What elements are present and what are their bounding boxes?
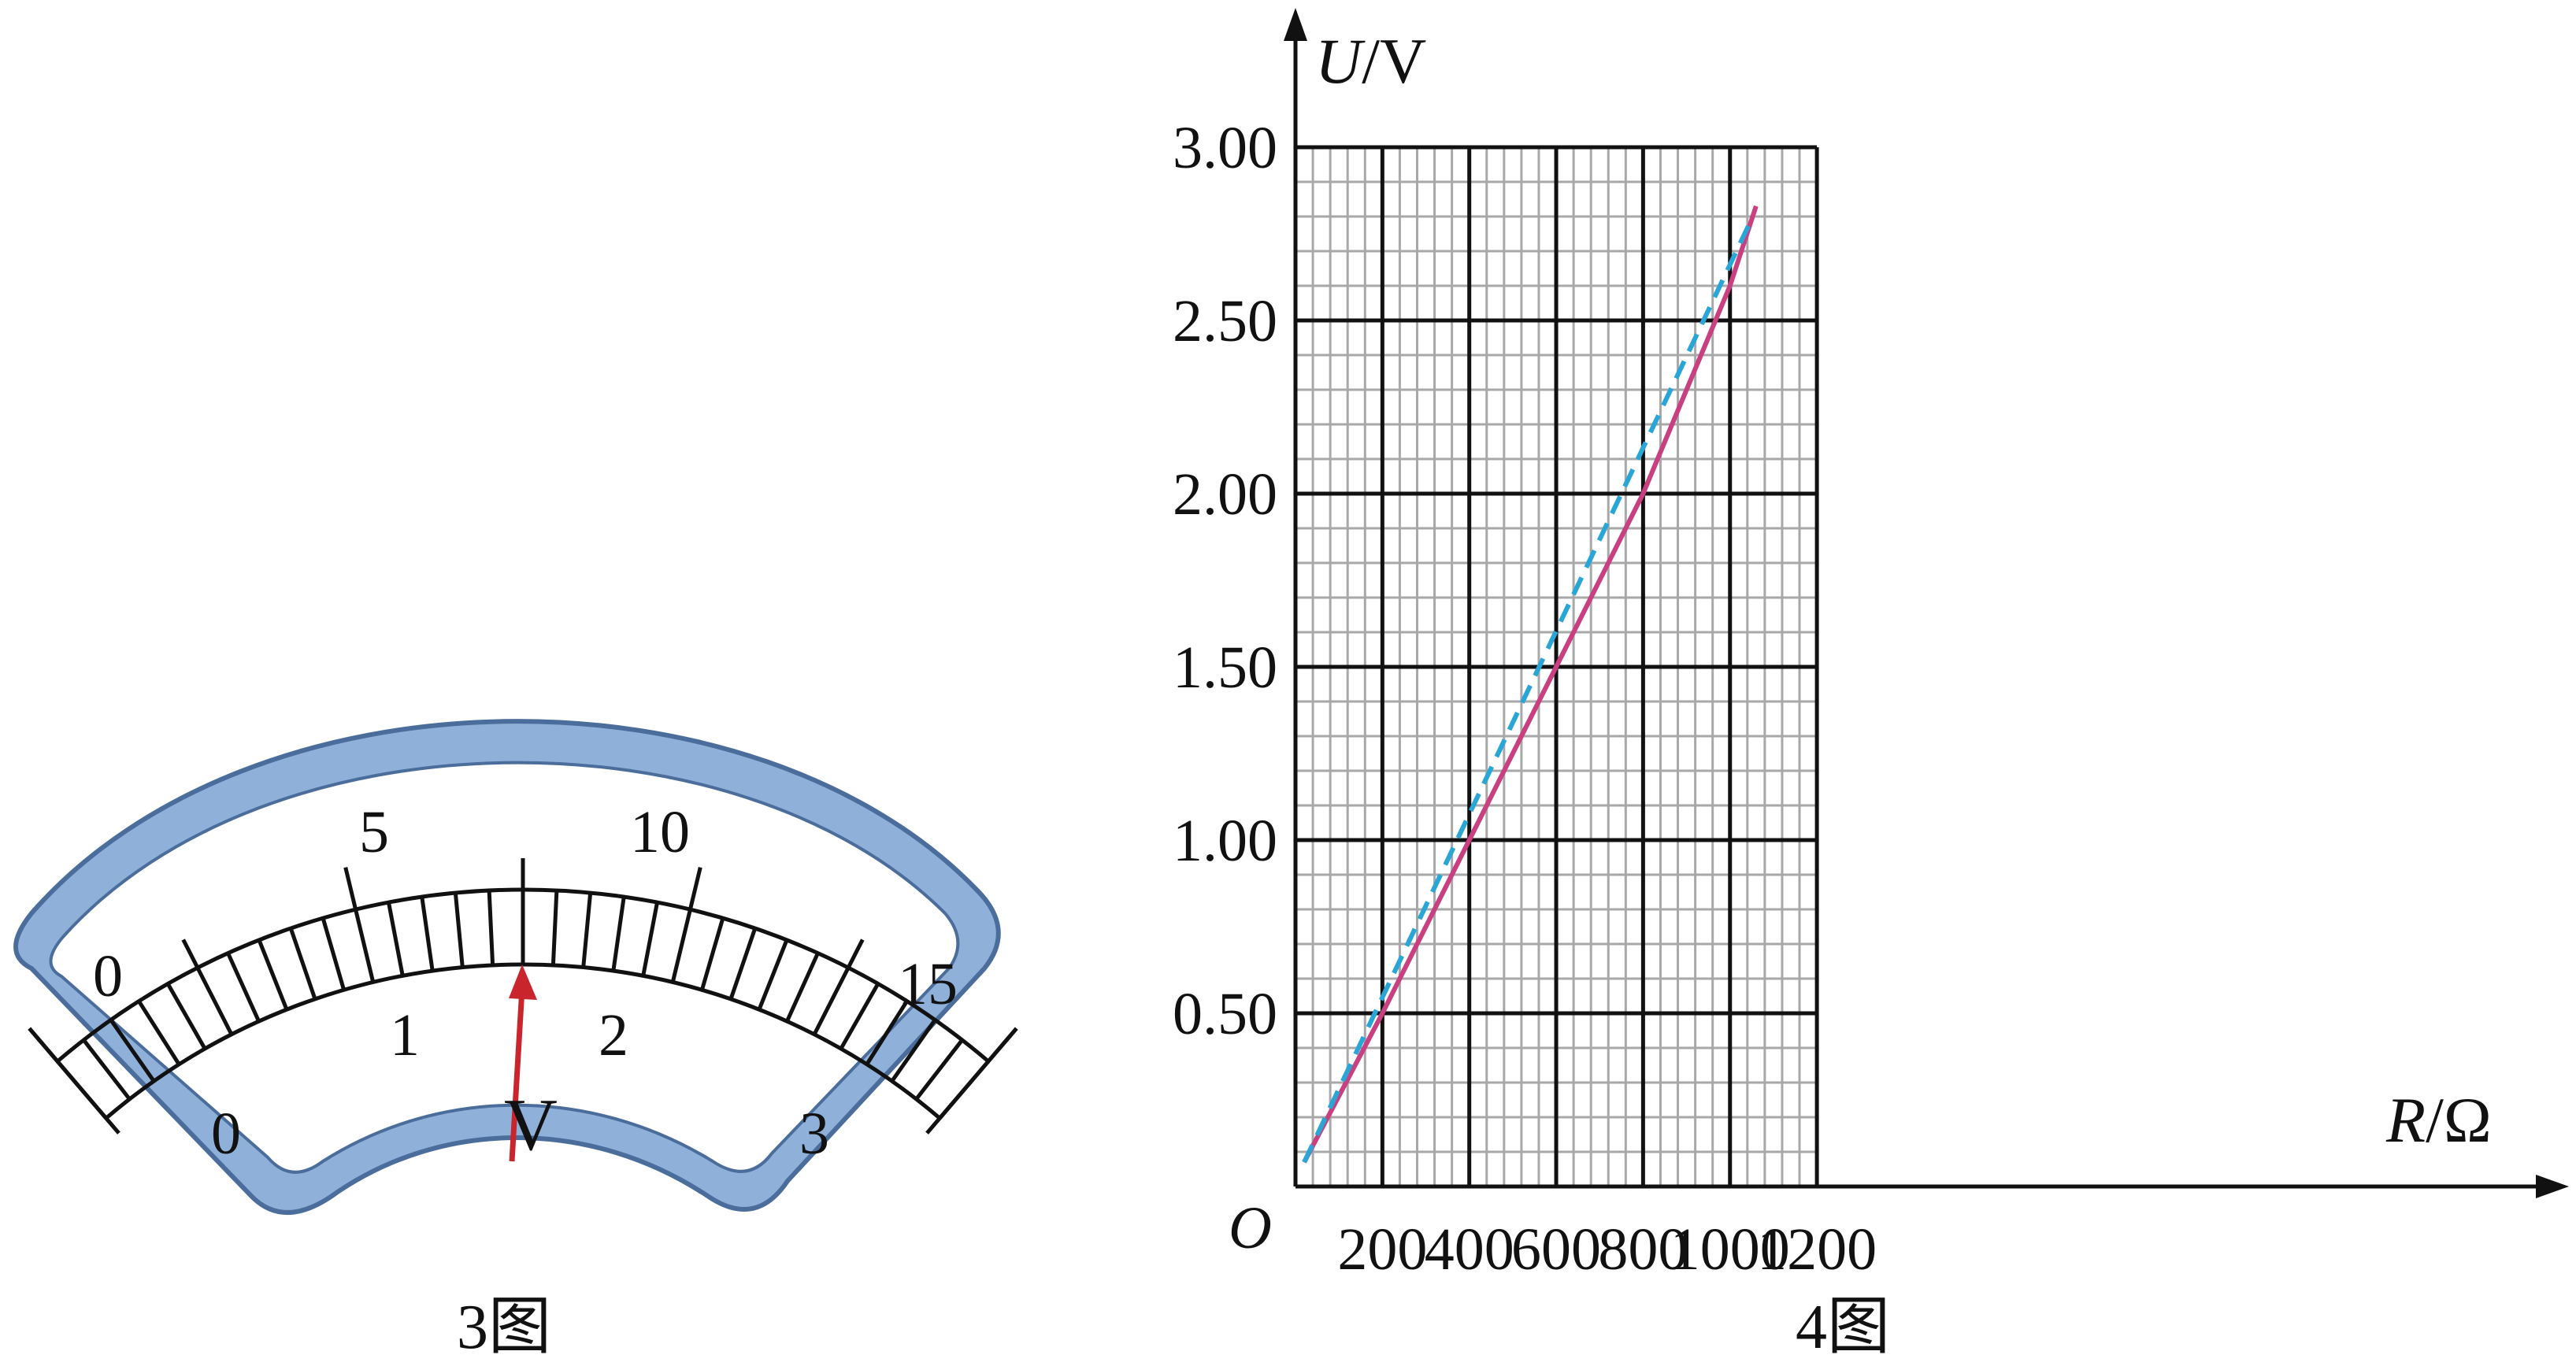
series-layer: [1302, 205, 1759, 1164]
scale-tick: [343, 867, 376, 983]
y-tick-label: 1.00: [1173, 808, 1277, 874]
scale-tick: [165, 983, 207, 1050]
upper-label-0: 0: [93, 943, 123, 1009]
scale-arc-inner: [105, 962, 941, 1120]
scale-tick: [812, 938, 865, 1035]
series-line-dashed: [1302, 222, 1752, 1164]
x-tick-label: 600: [1511, 1216, 1601, 1283]
lower-label-0: 0: [211, 1101, 241, 1167]
scale-tick: [109, 1019, 156, 1083]
upper-label-15: 15: [898, 951, 958, 1017]
scale-tick: [321, 917, 347, 991]
y-tick-label: 1.50: [1173, 635, 1277, 701]
y-axis-title-unit: /V: [1362, 25, 1426, 97]
scale-tick: [550, 890, 559, 966]
y-tick-label: 2.00: [1173, 461, 1277, 528]
x-tick-label: 800: [1598, 1216, 1688, 1283]
x-tick-label: 1200: [1757, 1216, 1877, 1283]
scale-tick: [226, 952, 261, 1023]
y-tick-label: 0.50: [1173, 981, 1277, 1047]
scale-tick: [728, 927, 758, 1000]
x-axis-arrow-icon: [2536, 1175, 2569, 1198]
scale-tick: [699, 917, 725, 991]
figure3-caption: 3图: [457, 1293, 551, 1362]
scale-tick: [839, 983, 880, 1050]
needle-arrowhead-icon: [509, 964, 537, 1000]
meter-scale: [28, 858, 1018, 1135]
scale-tick: [487, 890, 495, 966]
scale-tick: [865, 1000, 909, 1066]
scale-end-right: [925, 1027, 1018, 1135]
scale-tick: [581, 892, 593, 968]
scale-tick: [785, 952, 820, 1023]
y-axis-title: U/V: [1315, 25, 1426, 97]
upper-label-10: 10: [630, 799, 690, 865]
scale-tick: [420, 896, 435, 972]
origin-label: O: [1229, 1195, 1272, 1261]
upper-label-5: 5: [359, 799, 389, 865]
meter-needle: [509, 987, 525, 1162]
y-tick-labels: 0.50 1.00 1.50 2.00 2.50 3.00: [1173, 115, 1277, 1047]
y-axis-arrow-icon: [1284, 8, 1307, 41]
scale-tick: [137, 1000, 181, 1066]
figure4-caption: 4图: [1796, 1293, 1890, 1362]
scale-tick: [387, 901, 405, 976]
scale-tick: [914, 1038, 964, 1101]
scale-tick: [288, 927, 317, 1000]
series-line-solid: [1302, 205, 1759, 1164]
scale-tick: [181, 938, 234, 1035]
x-axis-title-var: R: [2385, 1084, 2426, 1156]
scale-tick: [641, 901, 659, 976]
x-tick-label: 400: [1425, 1216, 1514, 1283]
voltmeter-figure: V 0 5 10 15 0 1 2 3 3图: [13, 719, 1018, 1362]
scale-tick: [257, 938, 289, 1011]
scale-tick: [82, 1038, 132, 1101]
scale-tick: [670, 867, 702, 983]
x-tick-label: 200: [1337, 1216, 1427, 1283]
y-tick-label: 3.00: [1173, 115, 1277, 181]
y-tick-label: 2.50: [1173, 288, 1277, 354]
lower-label-2: 2: [599, 1002, 628, 1068]
scale-tick: [757, 938, 789, 1011]
y-axis-title-var: U: [1315, 25, 1366, 97]
lower-label-3: 3: [799, 1101, 829, 1167]
scale-tick: [890, 1019, 937, 1083]
scale-end-left: [28, 1027, 120, 1135]
x-tick-label: 1000: [1670, 1216, 1790, 1283]
x-axis-title-unit: /Ω: [2426, 1084, 2492, 1156]
scale-tick: [453, 892, 465, 968]
meter-symbol: V: [504, 1084, 558, 1166]
x-axis-title: R/Ω: [2385, 1084, 2492, 1156]
meter-dial-face: [49, 761, 960, 1174]
scale-tick: [611, 896, 626, 972]
lower-label-1: 1: [390, 1002, 420, 1068]
